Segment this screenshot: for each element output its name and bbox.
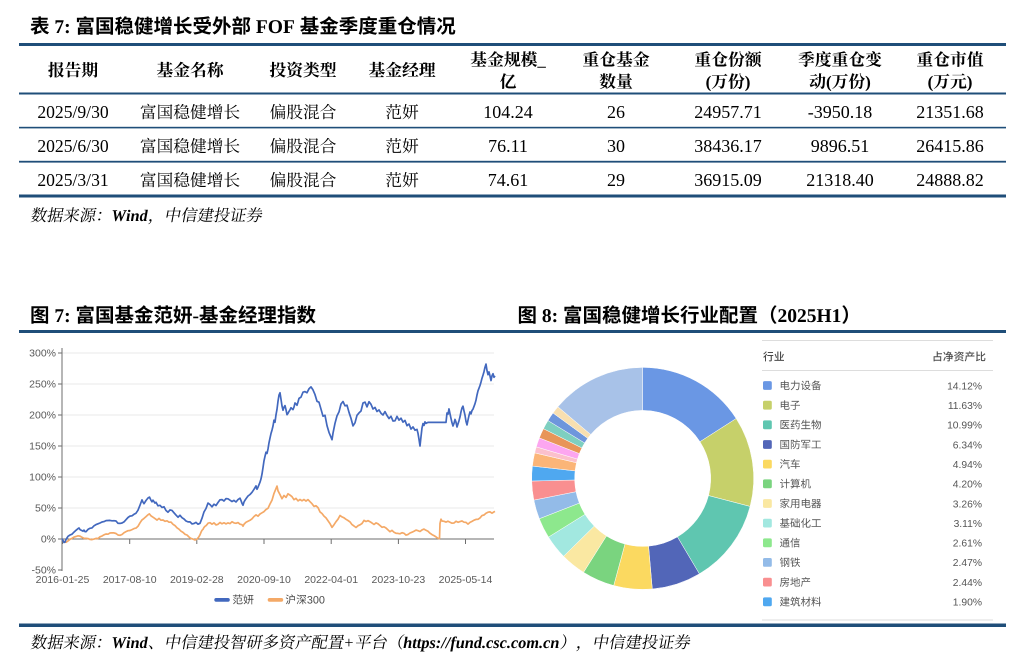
svg-text:26415.86: 26415.86 [916,136,984,156]
svg-text:3.26%: 3.26% [953,499,982,510]
svg-text:2025/6/30: 2025/6/30 [37,136,109,156]
svg-text:104.24: 104.24 [483,102,533,122]
svg-text:2.61%: 2.61% [953,539,982,550]
svg-text:36915.09: 36915.09 [694,170,762,190]
svg-text:100%: 100% [29,472,56,484]
svg-text:4.20%: 4.20% [953,480,982,491]
svg-text:3.11%: 3.11% [954,519,982,530]
svg-text:29: 29 [607,170,625,190]
svg-text:10.99%: 10.99% [947,421,982,432]
svg-text:76.11: 76.11 [488,136,528,156]
svg-text:2025/9/30: 2025/9/30 [37,102,109,122]
svg-text:2023-10-23: 2023-10-23 [372,574,426,586]
svg-text:300%: 300% [29,348,56,360]
svg-text:26: 26 [607,102,625,122]
svg-text:38436.17: 38436.17 [694,136,762,156]
svg-text:21351.68: 21351.68 [916,102,984,122]
svg-text:30: 30 [607,136,625,156]
svg-text:14.12%: 14.12% [947,381,982,392]
svg-text:74.61: 74.61 [488,170,529,190]
svg-text:24957.71: 24957.71 [694,102,762,122]
svg-text:9896.51: 9896.51 [811,136,870,156]
svg-text:2020-09-10: 2020-09-10 [237,574,291,586]
svg-text:150%: 150% [29,441,56,453]
svg-text:250%: 250% [29,379,56,391]
svg-text:2.47%: 2.47% [953,558,982,569]
svg-text:4.94%: 4.94% [953,460,982,471]
svg-text:-3950.18: -3950.18 [808,102,873,122]
svg-text:2022-04-01: 2022-04-01 [304,574,358,586]
svg-text:6.34%: 6.34% [953,440,982,451]
svg-text:0%: 0% [41,534,56,546]
svg-text:50%: 50% [35,503,56,515]
svg-text:2017-08-10: 2017-08-10 [103,574,157,586]
svg-text:21318.40: 21318.40 [806,170,874,190]
svg-text:2019-02-28: 2019-02-28 [170,574,224,586]
svg-text:2016-01-25: 2016-01-25 [36,574,90,586]
svg-text:2.44%: 2.44% [953,578,982,589]
svg-text:200%: 200% [29,410,56,422]
svg-text:2025/3/31: 2025/3/31 [37,170,108,190]
svg-text:1.90%: 1.90% [953,598,982,609]
svg-text:24888.82: 24888.82 [916,170,984,190]
svg-text:11.63%: 11.63% [948,401,982,412]
svg-text:-50%: -50% [31,565,56,577]
svg-text:2025-05-14: 2025-05-14 [439,574,493,586]
